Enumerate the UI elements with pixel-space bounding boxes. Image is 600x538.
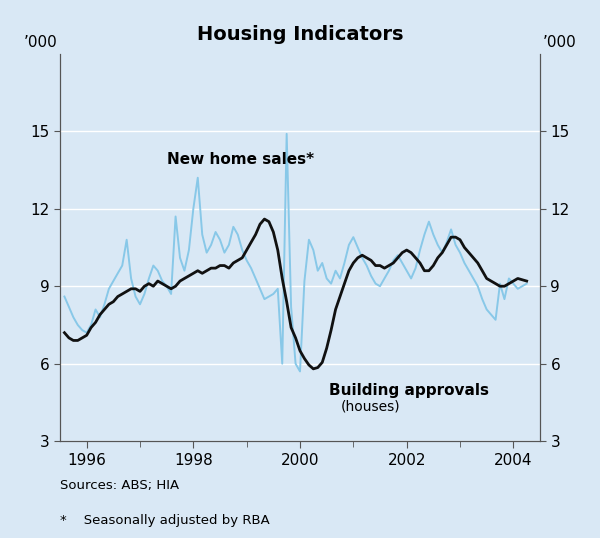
Text: Sources: ABS; HIA: Sources: ABS; HIA bbox=[60, 479, 179, 492]
Text: ’000: ’000 bbox=[542, 35, 576, 50]
Text: New home sales*: New home sales* bbox=[167, 152, 314, 167]
Text: *    Seasonally adjusted by RBA: * Seasonally adjusted by RBA bbox=[60, 514, 270, 527]
Text: Building approvals: Building approvals bbox=[329, 383, 490, 398]
Text: (houses): (houses) bbox=[341, 400, 401, 414]
Title: Housing Indicators: Housing Indicators bbox=[197, 25, 403, 44]
Text: ’000: ’000 bbox=[24, 35, 58, 50]
